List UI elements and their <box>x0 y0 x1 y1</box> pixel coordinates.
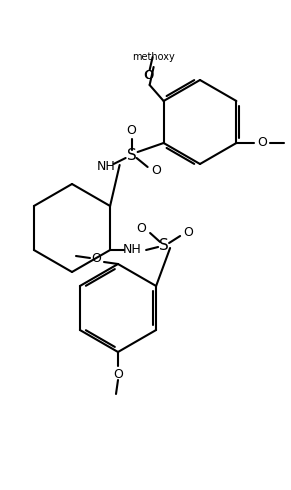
Text: O: O <box>183 225 193 239</box>
Text: NH: NH <box>123 244 141 256</box>
Text: O: O <box>127 123 136 137</box>
Text: O: O <box>144 70 153 82</box>
Text: S: S <box>127 147 136 163</box>
Text: methoxy: methoxy <box>132 52 175 62</box>
Text: O: O <box>136 222 146 236</box>
Text: S: S <box>159 239 169 253</box>
Text: O: O <box>152 164 162 176</box>
Text: NH: NH <box>96 161 115 173</box>
Text: O: O <box>258 137 267 149</box>
Text: O: O <box>91 251 101 265</box>
Text: O: O <box>144 70 154 82</box>
Text: O: O <box>113 368 123 381</box>
